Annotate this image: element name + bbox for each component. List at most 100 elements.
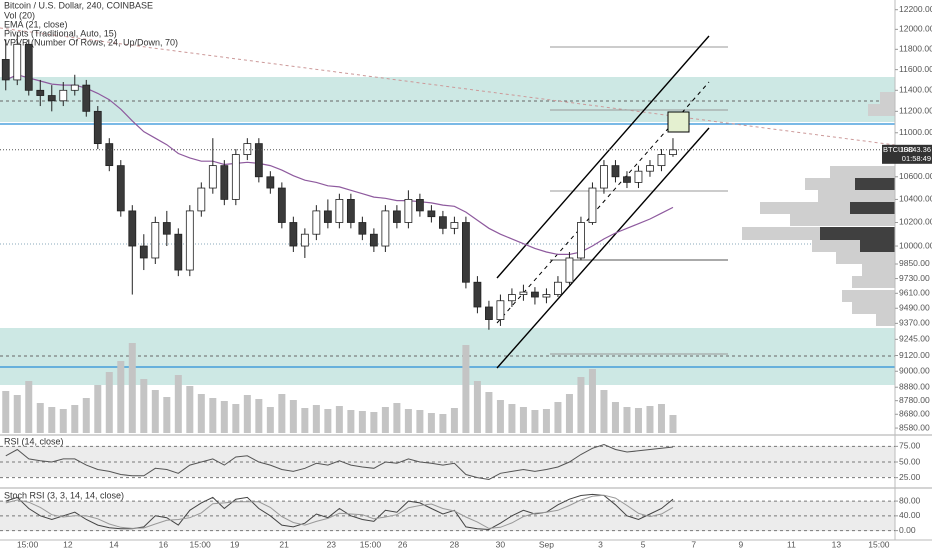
- indicator-line: [5, 494, 674, 529]
- y-tick-label: 10000.00: [899, 240, 932, 250]
- candle-body: [185, 210, 194, 271]
- y-tick-label: 25.00: [899, 472, 921, 482]
- y-tick-label: 9730.00: [899, 273, 930, 283]
- volume-bar: [243, 395, 251, 433]
- volume-bar: [48, 407, 56, 433]
- volume-bar: [496, 400, 504, 433]
- candle-body: [392, 210, 401, 223]
- resistance-zone: [0, 77, 895, 122]
- vpvr-dark: [820, 178, 895, 252]
- candle-body: [646, 165, 654, 172]
- candle-body: [404, 199, 413, 223]
- vpvr-row: [830, 166, 895, 178]
- price-tag-box: [882, 144, 932, 164]
- candle-body: [531, 291, 539, 298]
- candle-body: [151, 222, 160, 259]
- y-tick-label: 9490.00: [899, 302, 930, 312]
- candle-body: [508, 294, 516, 302]
- channel-line: [496, 127, 710, 369]
- candle-body: [554, 281, 562, 295]
- x-tick-label: 15:00: [360, 539, 382, 549]
- x-tick-label: 15:00: [190, 539, 212, 549]
- volume-bar: [151, 390, 159, 433]
- volume-bar: [358, 411, 366, 433]
- candle-body: [59, 89, 68, 102]
- y-tick-label: 80.00: [899, 495, 921, 505]
- volume-bar: [381, 407, 389, 433]
- vpvr-row: [862, 264, 895, 276]
- volume-bar: [588, 369, 596, 433]
- volume-bar: [404, 409, 412, 433]
- x-tick-label: 5: [641, 539, 646, 549]
- vpvr-row: [852, 276, 895, 288]
- candle-body: [82, 84, 91, 112]
- vpvr-row: [850, 202, 895, 214]
- y-tick-label: 8580.00: [899, 422, 930, 432]
- volume-bar: [197, 394, 205, 433]
- candle-body: [588, 187, 597, 223]
- x-tick-label: Sep: [539, 539, 554, 549]
- volume-bar: [611, 402, 619, 433]
- volume-bar: [232, 404, 240, 433]
- candle-body: [473, 281, 482, 308]
- candle-body: [289, 222, 298, 247]
- candle-body: [208, 165, 217, 189]
- candle-body: [36, 89, 45, 96]
- volume-bar: [117, 361, 125, 433]
- vpvr-row: [790, 214, 895, 226]
- price-tag-last: 10843.36: [900, 145, 931, 154]
- candle-body: [266, 176, 275, 189]
- volume-bar: [646, 406, 654, 433]
- symbol-title: Bitcoin / U.S. Dollar, 240, COINBASE: [4, 0, 153, 10]
- candle-body: [105, 143, 114, 167]
- candle-body: [254, 143, 263, 178]
- candle-body: [485, 306, 493, 320]
- channel-line: [496, 35, 710, 279]
- x-tick-label: 30: [496, 539, 506, 549]
- x-tick-label: 13: [832, 539, 842, 549]
- vpvr-row: [836, 252, 895, 264]
- y-tick-label: 40.00: [899, 510, 921, 520]
- volume-bar: [255, 399, 263, 433]
- candle-body: [623, 176, 631, 183]
- volume-bar: [657, 404, 665, 433]
- candle-body: [24, 43, 33, 91]
- indicator-label: Vol (20): [4, 10, 35, 20]
- volume-bar: [416, 410, 424, 433]
- price-tag-symbol: BTCUSD: [883, 145, 914, 154]
- indicator-line: [5, 493, 674, 531]
- x-tick-label: 12: [63, 539, 73, 549]
- volume-bar: [128, 343, 136, 433]
- candle-body: [369, 233, 378, 247]
- y-tick-label: 75.00: [899, 441, 921, 451]
- x-tick-label: 15:00: [17, 539, 39, 549]
- y-tick-label: 10600.00: [899, 171, 932, 181]
- volume-bar: [623, 407, 631, 433]
- candle-body: [197, 187, 206, 212]
- vpvr-row: [852, 302, 895, 314]
- volume-bar: [71, 405, 79, 433]
- volume-bar: [462, 345, 470, 433]
- trend-line: [0, 27, 896, 146]
- y-tick-label: 9370.00: [899, 318, 930, 328]
- vpvr-row: [860, 240, 895, 252]
- volume-bar: [278, 394, 286, 433]
- volume-bar: [94, 385, 102, 433]
- candle-body: [128, 210, 137, 247]
- candle-body: [174, 233, 183, 271]
- volume-bar: [439, 414, 447, 433]
- volume-bar: [600, 390, 608, 433]
- candle-body: [335, 199, 344, 223]
- volume-bar: [450, 408, 458, 433]
- volume-bar: [82, 398, 90, 433]
- volume-bar: [301, 408, 309, 433]
- candle-body: [277, 187, 286, 223]
- x-tick-label: 7: [691, 539, 696, 549]
- candle-body: [1, 59, 10, 81]
- volume-bar: [174, 375, 182, 433]
- volume-bar: [163, 397, 171, 433]
- pane-title: Stoch RSI (3, 3, 14, 14, close): [4, 490, 124, 500]
- x-tick-label: 15:00: [868, 539, 890, 549]
- candle-body: [346, 199, 355, 223]
